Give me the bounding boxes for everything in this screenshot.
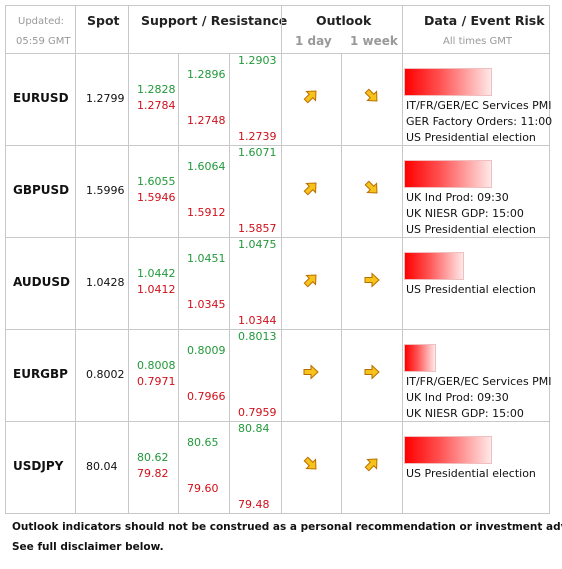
grid-line [75,5,76,513]
pair: AUDUSD [13,275,70,289]
support: 79.60 [187,482,219,495]
pair: EURUSD [13,91,69,105]
resistance: 1.2903 [238,54,277,67]
outlook-icon [363,455,381,476]
resistance: 80.84 [238,422,270,435]
resistance: 0.8008 [137,359,176,372]
support: 1.0344 [238,314,277,327]
outlook-icon [302,87,320,108]
times-note: All times GMT [443,36,513,47]
event: IT/FR/GER/EC Services PMI [406,375,552,388]
outlook-icon [363,363,381,384]
support: 1.2784 [137,99,176,112]
week-header: 1 week [350,34,398,48]
resistance: 1.2828 [137,83,176,96]
event: US Presidential election [406,283,536,296]
support: 1.5912 [187,206,226,219]
support: 0.7971 [137,375,176,388]
event: UK NIESR GDP: 15:00 [406,407,524,420]
grid-line [178,53,179,513]
grid-line [5,5,550,6]
support: 0.7966 [187,390,226,403]
grid-line [341,53,342,513]
risk-bar [404,68,492,96]
event: US Presidential election [406,467,536,480]
outlook-icon [302,363,320,384]
outlook-icon [363,87,381,108]
risk-bar [404,252,464,280]
event: US Presidential election [406,223,536,236]
day-header: 1 day [295,34,332,48]
risk-bar [404,436,492,464]
support: 1.5946 [137,191,176,204]
support: 1.0412 [137,283,176,296]
event: US Presidential election [406,131,536,144]
event-header: Data / Event Risk [424,13,545,28]
grid-line [402,5,403,513]
spot-header: Spot [87,13,120,28]
support: 79.82 [137,467,169,480]
resistance: 1.0475 [238,238,277,251]
event: UK Ind Prod: 09:30 [406,191,509,204]
spot: 1.5996 [86,184,125,197]
grid-line [5,53,550,54]
sr-header: Support / Resistance [141,13,288,28]
event: UK Ind Prod: 09:30 [406,391,509,404]
outlook-icon [302,179,320,200]
outlook-icon [363,271,381,292]
grid-line [5,329,550,330]
event: IT/FR/GER/EC Services PMI [406,99,552,112]
event: UK NIESR GDP: 15:00 [406,207,524,220]
outlook-icon [363,179,381,200]
grid-line [5,145,550,146]
grid-line [549,5,550,513]
spot: 80.04 [86,460,118,473]
grid-line [128,5,129,513]
pair: GBPUSD [13,183,70,197]
resistance: 80.62 [137,451,169,464]
risk-bar [404,160,492,188]
updated-label: Updated: [18,16,64,27]
spot: 1.2799 [86,92,125,105]
pair: USDJPY [13,459,64,473]
resistance: 1.6055 [137,175,176,188]
support: 79.48 [238,498,270,511]
disclaimer: Outlook indicators should not be constru… [12,521,562,533]
resistance: 1.6071 [238,146,277,159]
support: 0.7959 [238,406,277,419]
grid-line [281,5,282,513]
outlook-icon [302,455,320,476]
resistance: 80.65 [187,436,219,449]
support: 1.2748 [187,114,226,127]
outlook-icon [302,271,320,292]
grid-line [229,53,230,513]
outlook-header: Outlook [316,13,372,28]
spot: 0.8002 [86,368,125,381]
resistance: 1.2896 [187,68,226,81]
support: 1.2739 [238,130,277,143]
resistance: 0.8013 [238,330,277,343]
event: GER Factory Orders: 11:00 [406,115,553,128]
resistance: 1.0451 [187,252,226,265]
support: 1.5857 [238,222,277,235]
pair: EURGBP [13,367,68,381]
grid-line [5,5,6,513]
grid-line [5,237,550,238]
resistance: 1.0442 [137,267,176,280]
support: 1.0345 [187,298,226,311]
risk-bar [404,344,436,372]
grid-line [5,421,550,422]
updated-time: 05:59 GMT [16,36,71,47]
grid-line [5,513,550,514]
resistance: 0.8009 [187,344,226,357]
spot: 1.0428 [86,276,125,289]
resistance: 1.6064 [187,160,226,173]
disclaimer: See full disclaimer below. [12,541,164,553]
